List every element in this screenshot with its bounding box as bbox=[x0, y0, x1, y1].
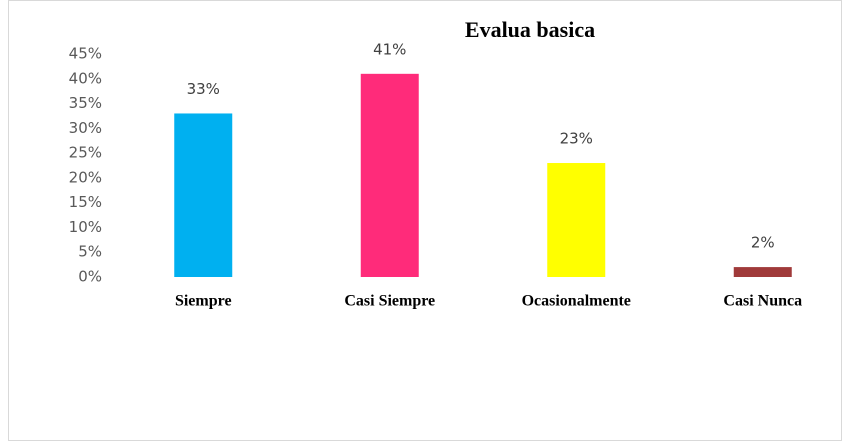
bar bbox=[360, 73, 419, 277]
x-tick-label: Casi Siempre bbox=[344, 293, 435, 310]
y-tick-label: 0% bbox=[78, 268, 102, 286]
data-label: 2% bbox=[751, 234, 775, 252]
x-tick-label: Siempre bbox=[175, 293, 232, 310]
data-label: 41% bbox=[373, 40, 406, 58]
bar bbox=[174, 113, 233, 277]
chart-frame bbox=[8, 0, 842, 441]
bar bbox=[733, 267, 792, 277]
y-tick-label: 5% bbox=[78, 243, 102, 261]
y-tick-label: 15% bbox=[69, 193, 102, 211]
y-tick-label: 20% bbox=[69, 168, 102, 186]
x-tick-label: Ocasionalmente bbox=[522, 293, 631, 310]
y-tick-label: 10% bbox=[69, 218, 102, 236]
y-tick-label: 30% bbox=[69, 119, 102, 137]
bar bbox=[547, 163, 606, 277]
y-tick-label: 35% bbox=[69, 94, 102, 112]
chart-title: Evalua basica bbox=[465, 17, 595, 42]
y-tick-label: 40% bbox=[69, 69, 102, 87]
x-tick-label: Casi Nunca bbox=[723, 293, 802, 310]
data-label: 23% bbox=[560, 130, 593, 148]
y-tick-label: 45% bbox=[69, 45, 102, 63]
y-tick-label: 25% bbox=[69, 144, 102, 162]
data-label: 33% bbox=[187, 80, 220, 98]
